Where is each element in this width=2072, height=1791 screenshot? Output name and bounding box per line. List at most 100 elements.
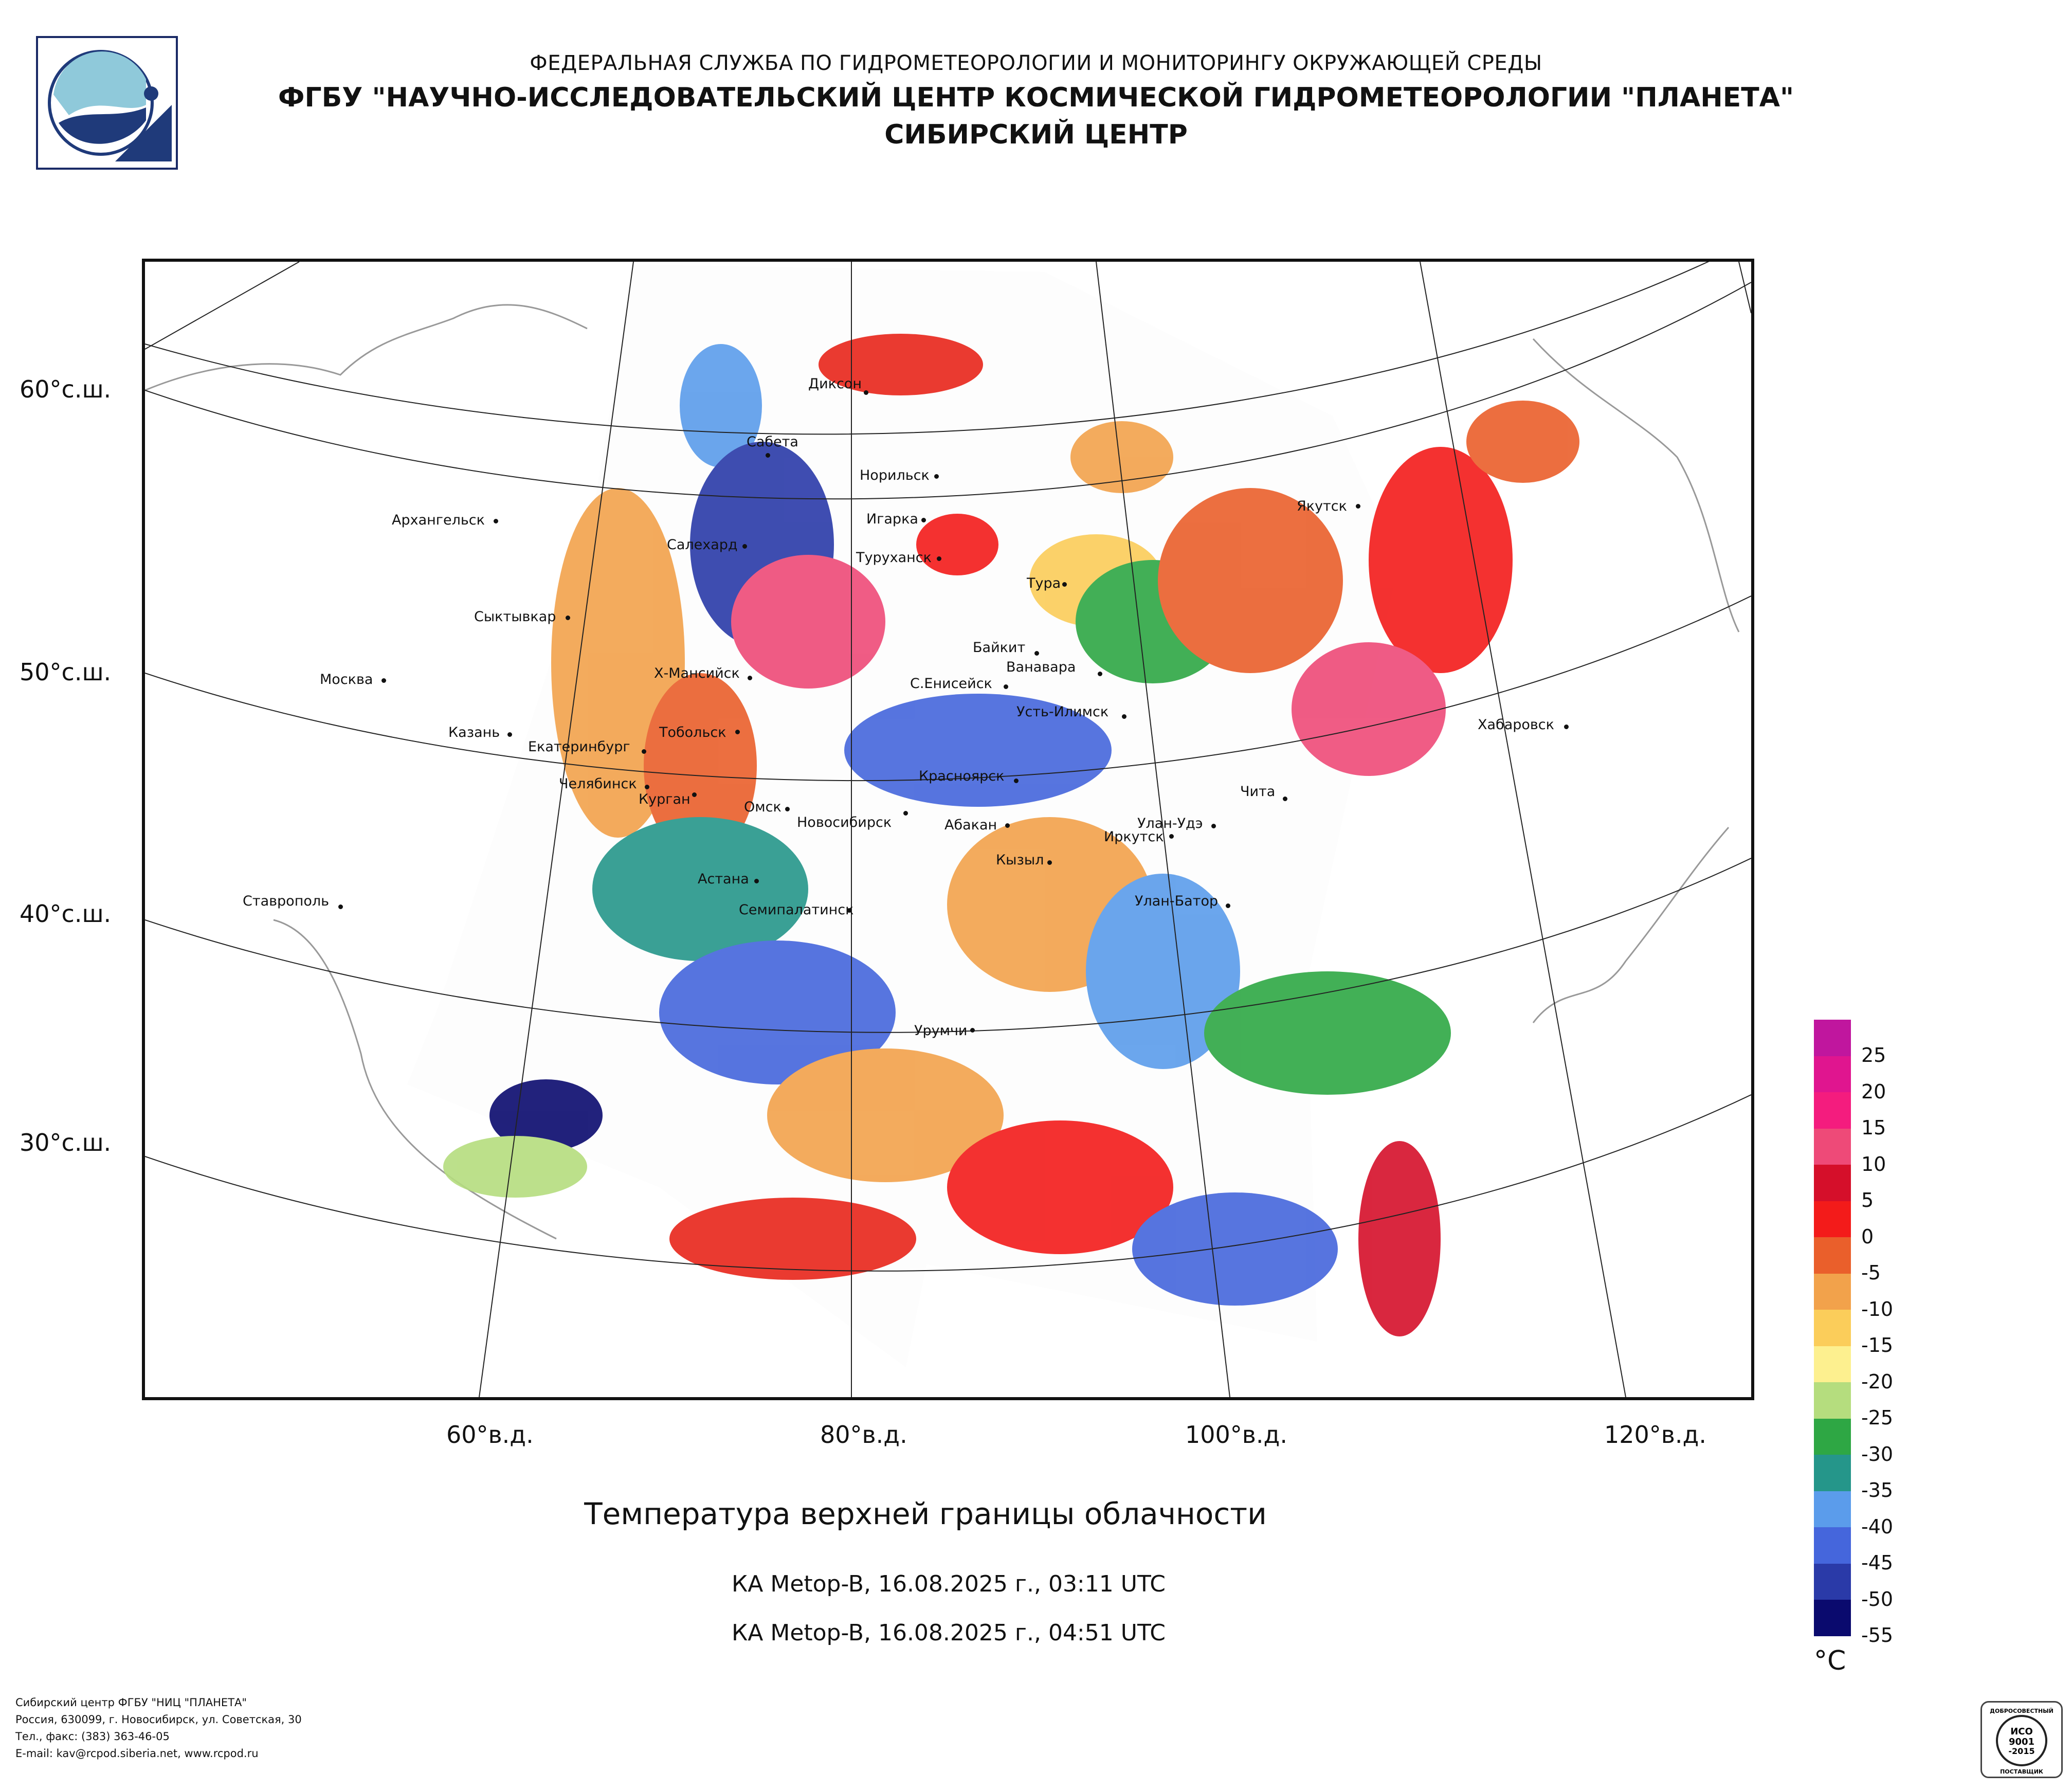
city-label: Улан-Батор bbox=[1135, 893, 1219, 909]
city-label: Казань bbox=[448, 725, 500, 740]
legend-tick-label: 15 bbox=[1861, 1116, 1886, 1139]
legend-swatch bbox=[1814, 1128, 1851, 1165]
city-label: Челябинск bbox=[559, 776, 637, 792]
city-dot bbox=[507, 732, 512, 737]
city-label: Туруханск bbox=[856, 550, 932, 566]
lat-label: 60°с.ш. bbox=[20, 375, 112, 403]
city-dot bbox=[748, 676, 752, 680]
footer-phone: Тел., факс: (383) 363-46-05 bbox=[15, 1730, 170, 1743]
legend-tick-label: 0 bbox=[1861, 1225, 1874, 1248]
city-label: Сабета bbox=[747, 434, 798, 450]
pass-info: КА Metop-B, 16.08.2025 г., 04:51 UTC bbox=[732, 1620, 1166, 1646]
legend-swatch bbox=[1814, 1237, 1851, 1274]
city-dot bbox=[1062, 582, 1067, 587]
city-dot bbox=[742, 544, 747, 549]
city-dot bbox=[1356, 504, 1360, 509]
city-label: Ванавара bbox=[1006, 659, 1076, 675]
svg-text:9001: 9001 bbox=[2009, 1736, 2034, 1747]
footer-address: Россия, 630099, г. Новосибирск, ул. Сове… bbox=[15, 1713, 302, 1726]
legend-tick-label: -10 bbox=[1861, 1297, 1894, 1320]
city-label: Хабаровск bbox=[1478, 717, 1554, 733]
city-dot bbox=[921, 518, 926, 522]
legend-swatch bbox=[1814, 1020, 1851, 1056]
legend-swatch bbox=[1814, 1418, 1851, 1455]
legend-swatch bbox=[1814, 1527, 1851, 1564]
city-dot bbox=[970, 1028, 975, 1033]
city-dot bbox=[494, 519, 498, 523]
institute-line: ФГБУ "НАУЧНО-ИССЛЕДОВАТЕЛЬСКИЙ ЦЕНТР КОС… bbox=[278, 82, 1794, 113]
legend-swatch bbox=[1814, 1092, 1851, 1129]
city-dot bbox=[785, 807, 790, 811]
city-dot bbox=[735, 730, 740, 734]
city-label: Тура bbox=[1027, 575, 1061, 591]
legend-tick-label: 25 bbox=[1861, 1044, 1886, 1066]
map-graphic bbox=[145, 262, 1751, 1397]
legend-tick-label: -55 bbox=[1861, 1624, 1894, 1647]
lon-label: 80°в.д. bbox=[820, 1421, 907, 1449]
city-label: Х-Мансийск bbox=[654, 665, 740, 681]
lat-label: 50°с.ш. bbox=[20, 658, 112, 686]
city-dot bbox=[1047, 860, 1052, 865]
legend-swatch bbox=[1814, 1600, 1851, 1636]
city-label: Астана bbox=[698, 871, 749, 887]
city-label: Байкит bbox=[973, 640, 1026, 656]
city-dot bbox=[1014, 779, 1019, 783]
legend-swatch bbox=[1814, 1201, 1851, 1237]
agency-line: ФЕДЕРАЛЬНАЯ СЛУЖБА ПО ГИДРОМЕТЕОРОЛОГИИ … bbox=[530, 51, 1542, 75]
city-dot bbox=[1211, 824, 1216, 828]
legend-tick-label: -30 bbox=[1861, 1442, 1894, 1466]
city-label: Иркутск bbox=[1104, 829, 1164, 845]
city-label: Урумчи bbox=[914, 1023, 968, 1039]
center-line: СИБИРСКИЙ ЦЕНТР bbox=[884, 119, 1188, 150]
svg-text:ПОСТАВЩИК: ПОСТАВЩИК bbox=[2000, 1768, 2043, 1775]
cloud-top-temperature-map: Диксон Сабета Норильск Игарка Туруханск … bbox=[142, 259, 1754, 1400]
legend-tick-label: 5 bbox=[1861, 1189, 1874, 1211]
legend-tick-label: -40 bbox=[1861, 1515, 1894, 1538]
city-label: Екатеринбург bbox=[528, 739, 630, 755]
legend-tick-label: -15 bbox=[1861, 1334, 1894, 1356]
legend-tick-label: -25 bbox=[1861, 1406, 1894, 1429]
iso-badge-icon: ДОБРОСОВЕСТНЫЙ ИСО 9001 -2015 ПОСТАВЩИК bbox=[1990, 1708, 2053, 1775]
legend-swatch bbox=[1814, 1165, 1851, 1201]
legend-swatch bbox=[1814, 1455, 1851, 1491]
city-dot bbox=[864, 390, 868, 395]
city-label: Архангельск bbox=[392, 512, 485, 528]
city-dot bbox=[1564, 725, 1569, 729]
city-dot bbox=[1034, 651, 1039, 656]
city-label: Салехард bbox=[667, 537, 738, 553]
legend-swatch bbox=[1814, 1056, 1851, 1092]
planeta-emblem-icon bbox=[48, 50, 172, 161]
pass-info: КА Metop-B, 16.08.2025 г., 03:11 UTC bbox=[732, 1571, 1166, 1597]
city-label: Абакан bbox=[944, 817, 997, 833]
legend-tick-label: 20 bbox=[1861, 1080, 1886, 1103]
legend-tick-label: -45 bbox=[1861, 1551, 1894, 1574]
city-dot bbox=[338, 904, 343, 909]
legend-swatch bbox=[1814, 1346, 1851, 1382]
city-label: Усть-Илимск bbox=[1016, 704, 1109, 720]
city-label: Омск bbox=[744, 799, 781, 815]
city-label: Москва bbox=[320, 672, 373, 688]
lat-label: 30°с.ш. bbox=[20, 1129, 112, 1156]
footer-contacts[interactable]: E-mail: kav@rcpod.siberia.net, www.rcpod… bbox=[15, 1747, 259, 1760]
city-dot bbox=[1004, 684, 1008, 689]
city-label: Улан-Удэ bbox=[1137, 816, 1203, 831]
city-label: Диксон bbox=[808, 376, 862, 392]
legend-swatch bbox=[1814, 1310, 1851, 1346]
city-label: С.Енисейск bbox=[910, 676, 992, 692]
city-dot bbox=[934, 474, 939, 479]
city-label: Норильск bbox=[860, 467, 930, 483]
legend-tick-label: -5 bbox=[1861, 1261, 1881, 1284]
map-title: Температура верхней границы облачности bbox=[584, 1496, 1267, 1531]
legend-tick-label: -20 bbox=[1861, 1370, 1894, 1393]
svg-text:ИСО: ИСО bbox=[2010, 1726, 2033, 1737]
legend-tick-label: 10 bbox=[1861, 1152, 1886, 1175]
city-dot bbox=[645, 785, 649, 789]
city-label: Кызыл bbox=[996, 852, 1044, 868]
lon-label: 120°в.д. bbox=[1604, 1421, 1706, 1449]
city-dot bbox=[1169, 834, 1174, 839]
city-dot bbox=[1283, 797, 1287, 801]
footer-org: Сибирский центр ФГБУ "НИЦ "ПЛАНЕТА" bbox=[15, 1696, 247, 1709]
city-label: Сыктывкар bbox=[474, 609, 556, 625]
legend-swatch bbox=[1814, 1563, 1851, 1600]
city-label: Семипалатинск bbox=[739, 902, 854, 918]
